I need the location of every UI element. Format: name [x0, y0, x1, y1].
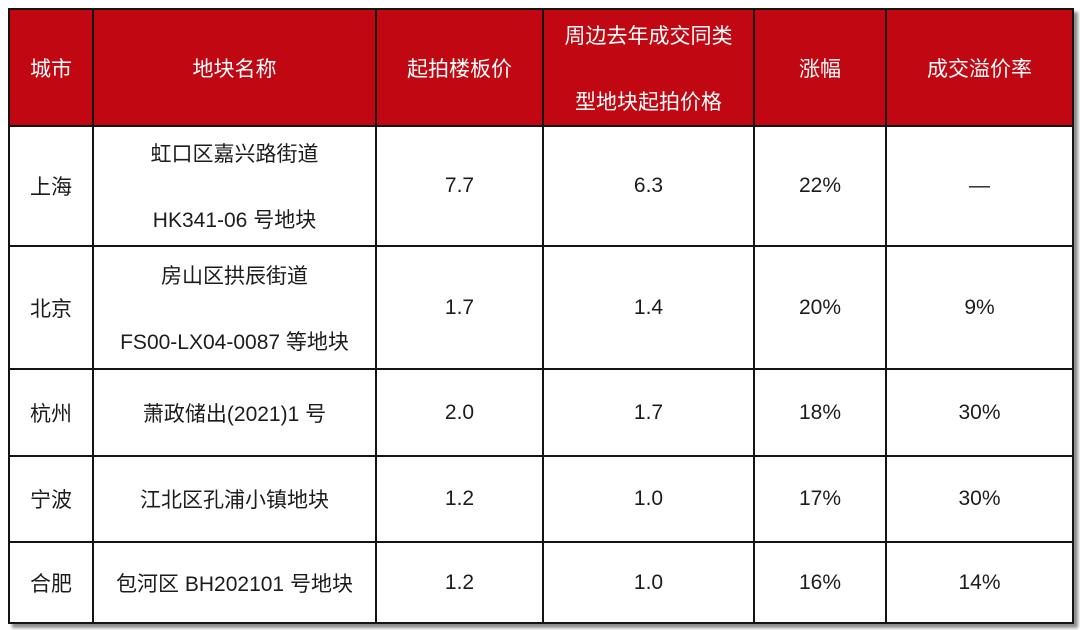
plot-name-line1: 包河区 BH202101 号地块	[116, 572, 353, 596]
cell-start-price: 7.7	[375, 125, 544, 247]
table-row-ningbo: 宁波 江北区孔浦小镇地块 1.2 1.0 17% 30%	[8, 455, 1074, 543]
table-row-hangzhou: 杭州 萧政储出(2021)1 号 2.0 1.7 18% 30%	[8, 368, 1074, 457]
plot-name-line1: 萧政储出(2021)1 号	[142, 402, 327, 426]
cell-premium: 30%	[885, 368, 1074, 457]
plot-name-lines: 包河区 BH202101 号地块	[95, 568, 374, 598]
cell-increase: 16%	[753, 541, 887, 624]
cell-nearby-price: 1.0	[542, 455, 755, 543]
cell-increase: 18%	[753, 368, 887, 457]
table-header: 城市 地块名称 起拍楼板价 周边去年成交同类 型地块起拍价格 涨幅 成交溢价率	[8, 8, 1074, 127]
cell-increase: 20%	[753, 245, 887, 370]
cell-city: 合肥	[8, 541, 94, 624]
header-nearby-price: 周边去年成交同类 型地块起拍价格	[542, 8, 755, 127]
cell-plot-name: 虹口区嘉兴路街道 HK341-06 号地块	[92, 125, 377, 247]
cell-increase: 17%	[753, 455, 887, 543]
cell-start-price: 1.2	[375, 541, 544, 624]
plot-name-line1: 江北区孔浦小镇地块	[140, 489, 329, 512]
land-price-table-wrapper: 城市 地块名称 起拍楼板价 周边去年成交同类 型地块起拍价格 涨幅 成交溢价率 …	[8, 8, 1074, 624]
cell-nearby-price: 6.3	[542, 125, 755, 247]
cell-plot-name: 江北区孔浦小镇地块	[92, 455, 377, 543]
header-city: 城市	[8, 8, 94, 127]
plot-name-lines: 房山区拱辰街道 FS00-LX04-0087 等地块	[95, 260, 374, 356]
cell-start-price: 1.2	[375, 455, 544, 543]
header-premium-rate: 成交溢价率	[885, 8, 1074, 127]
header-nearby-price-lines: 周边去年成交同类 型地块起拍价格	[545, 20, 752, 116]
header-increase: 涨幅	[753, 8, 887, 127]
plot-name-line1: 虹口区嘉兴路街道	[150, 143, 319, 166]
header-row: 城市 地块名称 起拍楼板价 周边去年成交同类 型地块起拍价格 涨幅 成交溢价率	[8, 8, 1074, 127]
plot-name-lines: 虹口区嘉兴路街道 HK341-06 号地块	[95, 138, 374, 234]
plot-name-lines: 萧政储出(2021)1 号	[95, 398, 374, 428]
table-row-hefei: 合肥 包河区 BH202101 号地块 1.2 1.0 16% 14%	[8, 541, 1074, 624]
cell-increase: 22%	[753, 125, 887, 247]
plot-name-line2: FS00-LX04-0087 等地块	[120, 330, 349, 354]
header-nearby-price-line1: 周边去年成交同类	[564, 24, 733, 48]
cell-plot-name: 房山区拱辰街道 FS00-LX04-0087 等地块	[92, 245, 377, 370]
cell-nearby-price: 1.4	[542, 245, 755, 370]
plot-name-lines: 江北区孔浦小镇地块	[95, 484, 374, 514]
table-row-beijing: 北京 房山区拱辰街道 FS00-LX04-0087 等地块 1.7 1.4 20…	[8, 245, 1074, 370]
cell-plot-name: 萧政储出(2021)1 号	[92, 368, 377, 457]
table-row-shanghai: 上海 虹口区嘉兴路街道 HK341-06 号地块 7.7 6.3 22% —	[8, 125, 1074, 247]
plot-name-line1: 房山区拱辰街道	[161, 264, 308, 288]
cell-premium: —	[885, 125, 1074, 247]
cell-city: 北京	[8, 245, 94, 370]
header-nearby-price-line2: 型地块起拍价格	[575, 90, 722, 114]
cell-start-price: 2.0	[375, 368, 544, 457]
cell-plot-name: 包河区 BH202101 号地块	[92, 541, 377, 624]
plot-name-line2: HK341-06 号地块	[152, 209, 317, 232]
header-plot-name: 地块名称	[92, 8, 377, 127]
cell-premium: 14%	[885, 541, 1074, 624]
cell-premium: 30%	[885, 455, 1074, 543]
cell-nearby-price: 1.7	[542, 368, 755, 457]
cell-city: 宁波	[8, 455, 94, 543]
cell-premium: 9%	[885, 245, 1074, 370]
header-starting-floor-price: 起拍楼板价	[375, 8, 544, 127]
cell-city: 杭州	[8, 368, 94, 457]
cell-city: 上海	[8, 125, 94, 247]
cell-start-price: 1.7	[375, 245, 544, 370]
land-price-table: 城市 地块名称 起拍楼板价 周边去年成交同类 型地块起拍价格 涨幅 成交溢价率 …	[8, 8, 1074, 624]
cell-nearby-price: 1.0	[542, 541, 755, 624]
table-body: 上海 虹口区嘉兴路街道 HK341-06 号地块 7.7 6.3 22% — 北…	[8, 125, 1074, 624]
